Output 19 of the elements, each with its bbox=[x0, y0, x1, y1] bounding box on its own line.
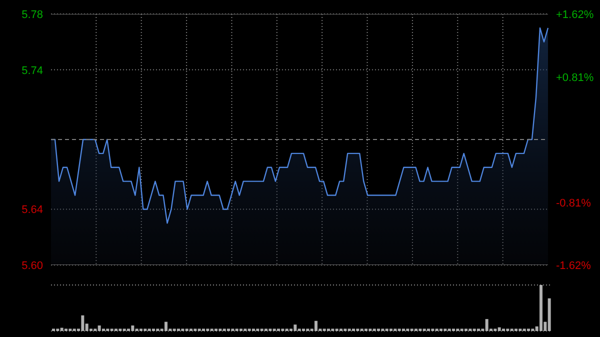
bar bbox=[294, 324, 297, 331]
y2-tick-label: -1.62% bbox=[556, 260, 592, 272]
bar bbox=[131, 325, 134, 331]
bar bbox=[548, 298, 551, 331]
bar bbox=[164, 322, 168, 331]
bar bbox=[98, 325, 101, 331]
bar bbox=[60, 328, 64, 331]
bar bbox=[314, 320, 318, 331]
y-tick-label: 5.64 bbox=[22, 204, 43, 216]
bar bbox=[498, 327, 501, 331]
y2-tick-label: +1.62% bbox=[556, 9, 594, 21]
y-tick-label: 5.60 bbox=[22, 260, 43, 272]
y-tick-label: 5.78 bbox=[22, 9, 43, 21]
bar bbox=[485, 319, 488, 331]
y2-tick-label: -0.81% bbox=[556, 197, 592, 210]
y2-tick-label: +0.81% bbox=[556, 72, 594, 84]
bar bbox=[540, 285, 542, 331]
y-tick-label: 5.74 bbox=[22, 64, 43, 77]
bar bbox=[81, 315, 84, 331]
